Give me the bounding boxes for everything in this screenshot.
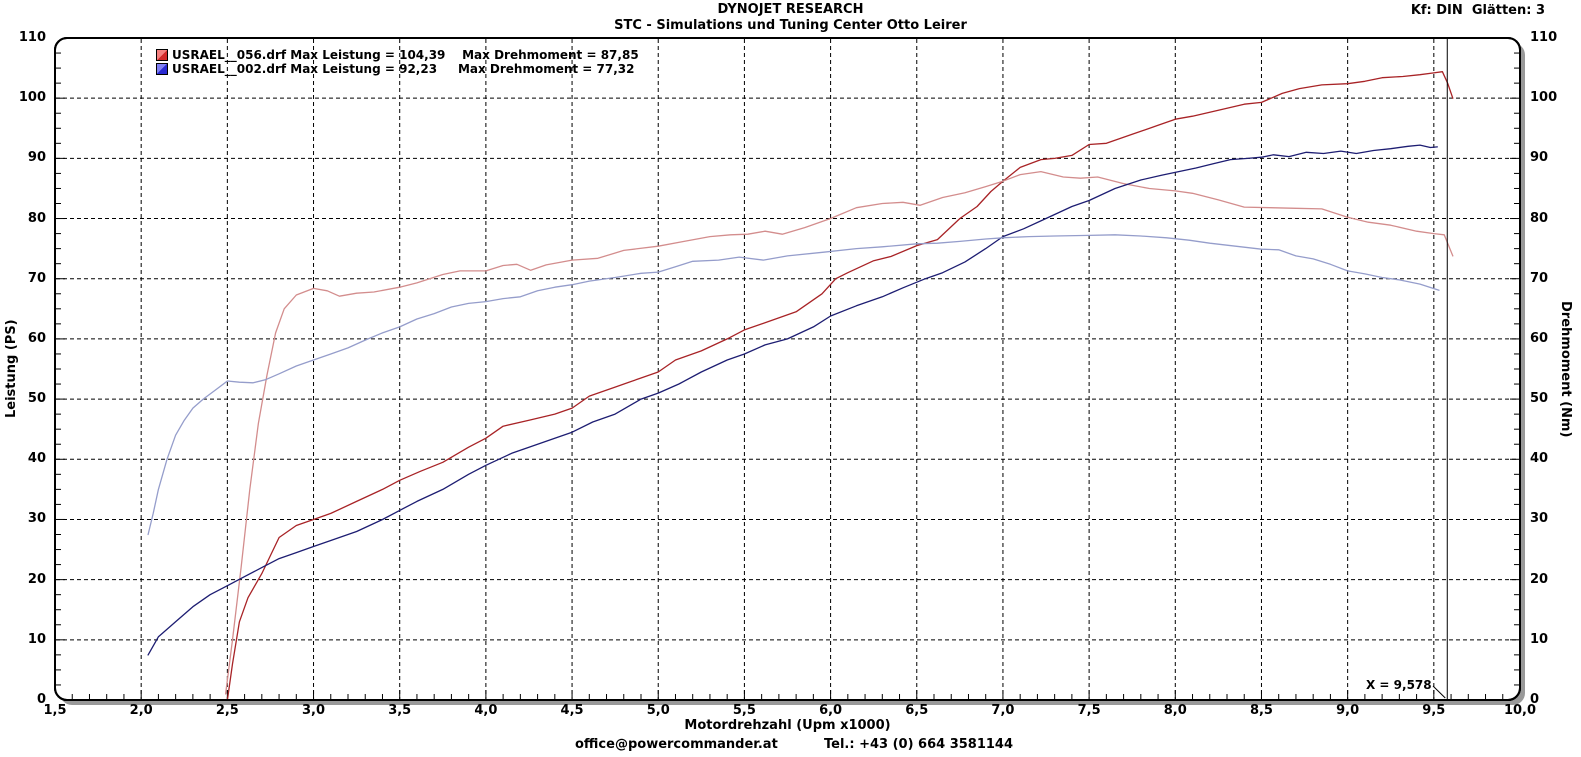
tick-label-yl-20: 20	[27, 571, 46, 587]
tick-label-yl-110: 110	[18, 30, 46, 45]
page-subtitle: STC - Simulations und Tuning Center Otto…	[614, 18, 967, 33]
tick-label-x-9,5: 9,5	[1422, 703, 1446, 718]
tick-label-x-2,5: 2,5	[215, 703, 239, 718]
tick-label-x-2,0: 2,0	[129, 703, 153, 718]
legend-swatch-002	[156, 63, 168, 75]
tick-label-yr-90: 90	[1530, 150, 1549, 166]
tick-label-yl-30: 30	[27, 511, 46, 527]
tick-label-x-7,0: 7,0	[991, 703, 1015, 718]
tick-label-x-8,0: 8,0	[1163, 703, 1187, 718]
tick-label-x-6,5: 6,5	[905, 703, 929, 718]
tick-label-yl-100: 100	[18, 90, 46, 106]
curve-usrael-002-drf-leistung-ps-	[147, 144, 1438, 656]
footer-phone: Tel.: +43 (0) 664 3581144	[824, 737, 1014, 752]
tick-label-yl-90: 90	[27, 150, 46, 166]
tick-label-x-7,5: 7,5	[1077, 703, 1101, 718]
curve-usrael-056-drf-drehmoment-nm-	[224, 170, 1454, 695]
tick-label-x-9,0: 9,0	[1336, 703, 1360, 718]
tick-label-x-3,5: 3,5	[388, 703, 412, 718]
tick-label-x-1,5: 1,5	[43, 703, 67, 718]
plot-frame	[54, 37, 1521, 701]
tick-label-x-4,0: 4,0	[474, 703, 498, 718]
tick-label-yr-110: 110	[1530, 30, 1558, 45]
curve-usrael-002-drf-drehmoment-nm-	[147, 234, 1440, 536]
tick-label-yl-70: 70	[27, 270, 46, 286]
tick-label-yr-20: 20	[1530, 571, 1549, 587]
tick-label-yl-50: 50	[27, 391, 46, 407]
legend: USRAEL__056.drf Max Leistung = 104,39 Ma…	[156, 48, 639, 76]
tick-label-yr-80: 80	[1530, 210, 1549, 226]
smoothing-setting-label: Kf: DIN Glätten: 3	[1410, 3, 1545, 18]
tick-label-yl-80: 80	[27, 210, 46, 226]
tick-label-yl-0: 0	[36, 692, 46, 707]
tick-label-yr-100: 100	[1530, 90, 1558, 106]
footer-email: office@powercommander.at	[575, 737, 778, 752]
tick-label-yl-40: 40	[27, 451, 46, 467]
legend-row-002: USRAEL__002.drf Max Leistung = 92,23 Max…	[156, 62, 639, 76]
tick-label-yr-0: 0	[1530, 692, 1540, 707]
tick-label-yr-30: 30	[1530, 511, 1549, 527]
tick-label-x-4,5: 4,5	[560, 703, 584, 718]
tick-label-yr-50: 50	[1530, 391, 1549, 407]
tick-label-x-5,5: 5,5	[732, 703, 756, 718]
x-axis-title: Motordrehzahl (Upm x1000)	[684, 718, 891, 733]
tick-label-x-5,0: 5,0	[646, 703, 670, 718]
y-axis-title-right: Drehmoment (Nm)	[1558, 300, 1573, 438]
cursor-pointer-line	[1432, 685, 1446, 699]
legend-label-056: USRAEL__056.drf Max Leistung = 104,39 Ma…	[172, 48, 639, 62]
legend-swatch-056	[156, 49, 168, 61]
tick-label-x-6,0: 6,0	[819, 703, 843, 718]
tick-label-yr-70: 70	[1530, 270, 1549, 286]
legend-row-056: USRAEL__056.drf Max Leistung = 104,39 Ma…	[156, 48, 639, 62]
tick-label-yl-10: 10	[27, 631, 46, 647]
tick-label-yr-60: 60	[1530, 330, 1549, 346]
y-axis-title-left: Leistung (PS)	[4, 319, 19, 419]
tick-label-x-3,0: 3,0	[302, 703, 326, 718]
tick-label-yl-60: 60	[27, 330, 46, 346]
page-title: DYNOJET RESEARCH	[717, 2, 864, 17]
plot-plate	[54, 37, 1521, 701]
curve-usrael-056-drf-leistung-ps-	[226, 71, 1454, 701]
cursor-readout-label: X = 9,578	[1366, 678, 1432, 692]
tick-label-yr-40: 40	[1530, 451, 1549, 467]
tick-label-yr-10: 10	[1530, 631, 1549, 647]
tick-label-x-10,0: 10,0	[1503, 703, 1537, 718]
legend-label-002: USRAEL__002.drf Max Leistung = 92,23 Max…	[172, 62, 635, 76]
tick-label-x-8,5: 8,5	[1249, 703, 1273, 718]
